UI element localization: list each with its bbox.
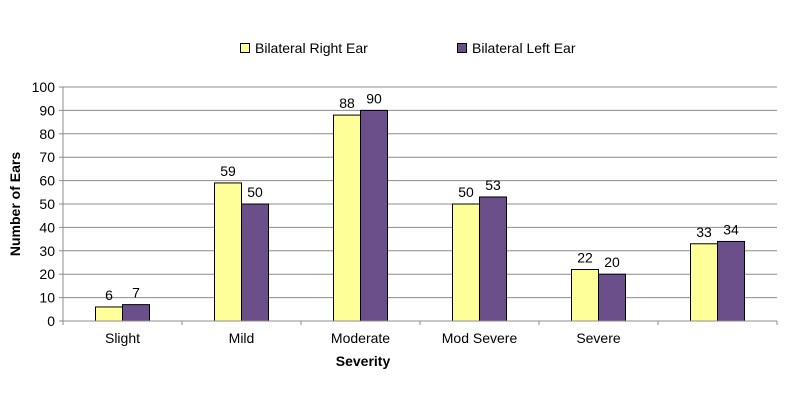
legend-label-left-ear: Bilateral Left Ear — [472, 40, 576, 56]
data-label: 20 — [604, 254, 620, 270]
y-tick-label: 100 — [32, 79, 56, 95]
data-label: 90 — [366, 90, 382, 106]
x-tick-label: Slight — [105, 330, 140, 346]
y-tick-label: 50 — [39, 196, 55, 212]
legend-swatch-left-ear — [457, 43, 467, 53]
y-tick-label: 20 — [39, 266, 55, 282]
legend-item-left-ear: Bilateral Left Ear — [457, 40, 576, 56]
bar — [571, 269, 599, 322]
y-tick-label: 60 — [39, 173, 55, 189]
y-tick-label: 10 — [39, 290, 55, 306]
legend-swatch-right-ear — [240, 43, 250, 53]
y-axis-label: Number of Ears — [7, 152, 23, 256]
x-tick-label: Mild — [229, 330, 255, 346]
legend: Bilateral Right Ear Bilateral Left Ear — [0, 40, 800, 60]
legend-label-right-ear: Bilateral Right Ear — [255, 40, 368, 56]
bar — [241, 203, 269, 322]
x-tick-label: Moderate — [331, 330, 390, 346]
data-label: 34 — [723, 221, 739, 237]
data-label: 33 — [696, 224, 712, 240]
bar — [95, 306, 123, 322]
bar — [122, 304, 150, 322]
bar — [598, 273, 626, 322]
data-label: 6 — [105, 287, 113, 303]
bar — [690, 243, 718, 322]
data-label: 88 — [339, 95, 355, 111]
y-tick-label: 30 — [39, 243, 55, 259]
bar — [333, 114, 361, 322]
y-tick-label: 0 — [47, 313, 55, 329]
axes: 0 10 20 30 40 50 60 70 80 90 100 Slight Mild Moderate… — [32, 79, 778, 346]
gridlines — [63, 86, 777, 299]
y-tick-label: 80 — [39, 126, 55, 142]
legend-item-right-ear: Bilateral Right Ear — [240, 40, 368, 56]
data-label: 50 — [247, 184, 263, 200]
bar — [360, 109, 388, 322]
x-axis-label: Severity — [336, 353, 391, 369]
data-label: 22 — [577, 250, 593, 266]
data-labels: 6 7 59 50 88 90 50 53 22 20 33 34 — [105, 90, 739, 303]
x-tick-label: Mod Severe — [442, 330, 518, 346]
data-label: 7 — [132, 285, 140, 301]
bar — [717, 240, 745, 322]
y-tick-label: 90 — [39, 102, 55, 118]
data-label: 53 — [485, 177, 501, 193]
bar — [479, 196, 507, 322]
bar — [214, 182, 242, 322]
data-label: 50 — [458, 184, 474, 200]
y-tick-label: 40 — [39, 219, 55, 235]
bars — [95, 109, 745, 322]
y-tick-label: 70 — [39, 149, 55, 165]
data-label: 59 — [220, 163, 236, 179]
x-tick-label: Severe — [576, 330, 621, 346]
bar — [452, 203, 480, 322]
